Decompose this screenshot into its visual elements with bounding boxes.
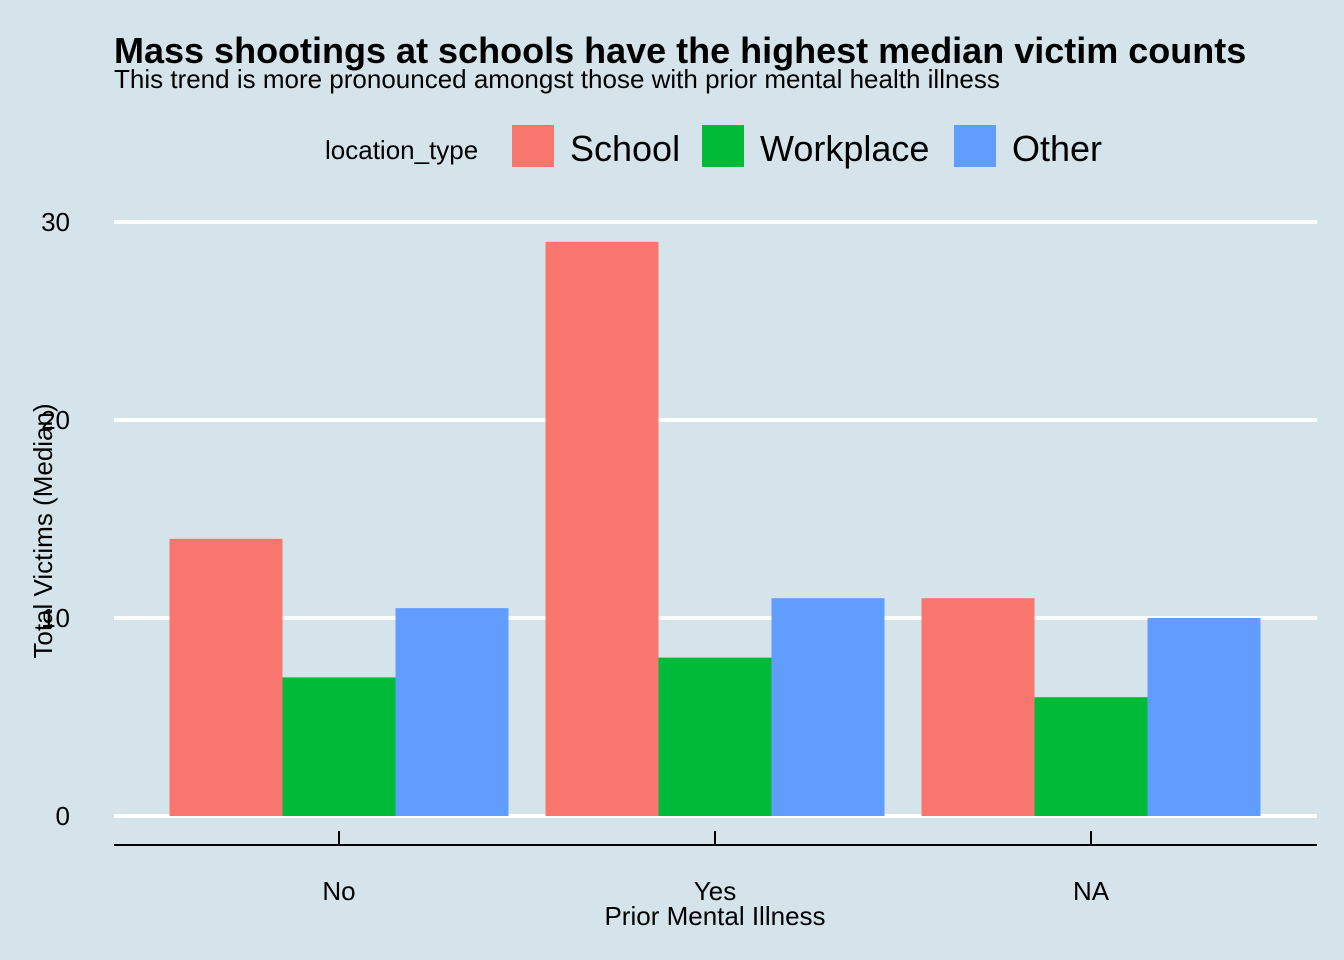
legend: location_type School Workplace Other bbox=[325, 125, 1102, 169]
chart-subtitle: This trend is more pronounced amongst th… bbox=[114, 64, 1000, 94]
bars bbox=[169, 241, 1261, 817]
bar-workplace-no bbox=[282, 677, 396, 816]
y-tick-label: 10 bbox=[41, 603, 70, 633]
x-axis-title: Prior Mental Illness bbox=[604, 901, 825, 931]
legend-label-workplace: Workplace bbox=[760, 128, 929, 169]
legend-title: location_type bbox=[325, 135, 478, 165]
bar-other-yes bbox=[771, 598, 885, 816]
bar-other-na bbox=[1147, 618, 1261, 816]
y-tick-label: 30 bbox=[41, 207, 70, 237]
y-axis-ticks: 0 10 20 30 bbox=[41, 207, 70, 831]
bar-school-na bbox=[921, 598, 1035, 816]
y-tick-label: 0 bbox=[56, 801, 70, 831]
bar-other-no bbox=[395, 608, 509, 816]
x-tick-label: NA bbox=[1073, 876, 1110, 906]
y-tick-label: 20 bbox=[41, 405, 70, 435]
legend-label-school: School bbox=[570, 128, 680, 169]
bar-school-yes bbox=[545, 241, 659, 817]
legend-label-other: Other bbox=[1012, 128, 1102, 169]
legend-swatch-school bbox=[512, 125, 554, 167]
x-tick-label: Yes bbox=[694, 876, 736, 906]
bar-workplace-na bbox=[1034, 697, 1148, 816]
chart-title: Mass shootings at schools have the highe… bbox=[114, 30, 1246, 71]
legend-items: School Workplace Other bbox=[512, 125, 1102, 169]
legend-swatch-other bbox=[954, 125, 996, 167]
y-axis-title: Total Victims (Median) bbox=[28, 403, 58, 658]
bar-school-no bbox=[169, 538, 283, 816]
x-tick-label: No bbox=[322, 876, 355, 906]
bar-workplace-yes bbox=[658, 657, 772, 816]
legend-swatch-workplace bbox=[702, 125, 744, 167]
x-axis-ticks: No Yes NA bbox=[322, 831, 1110, 906]
